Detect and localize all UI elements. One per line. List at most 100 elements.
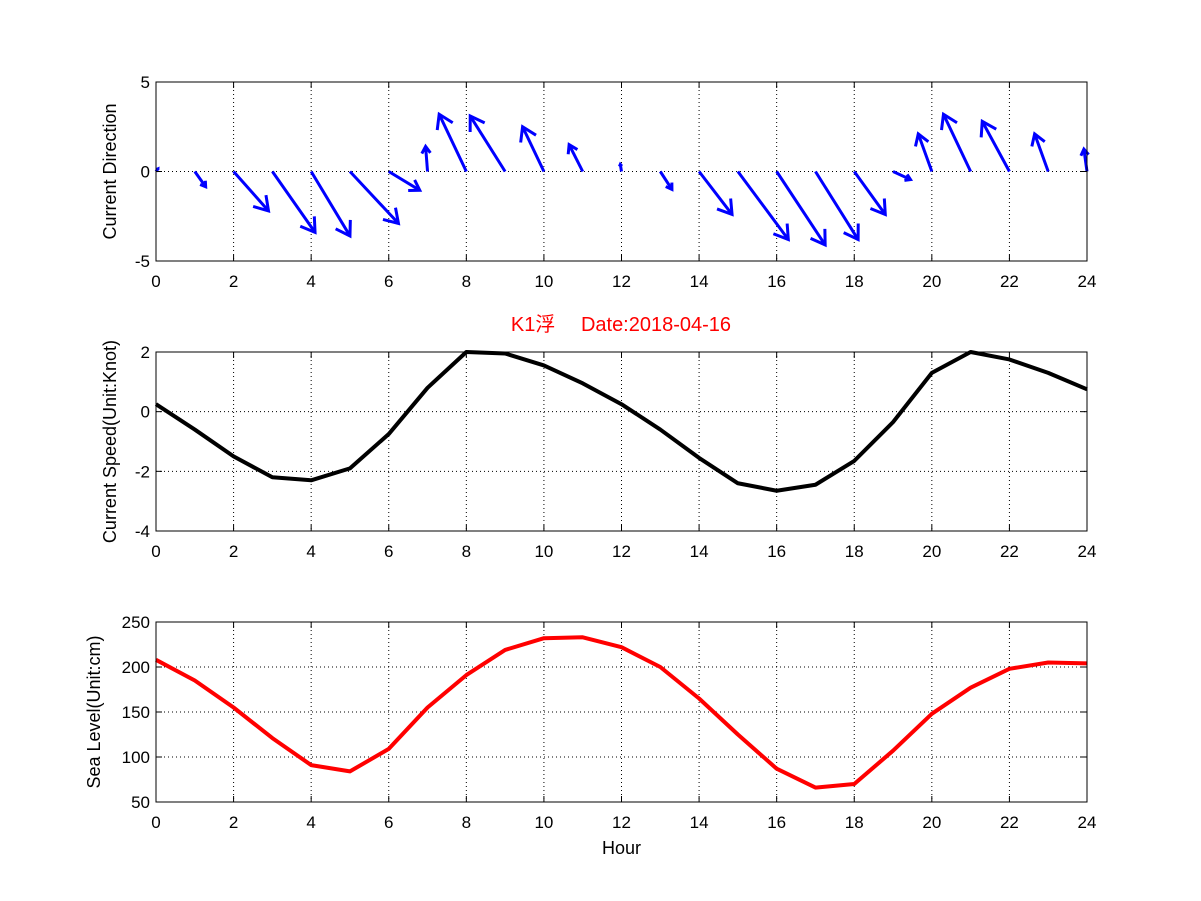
current-arrow xyxy=(853,170,887,217)
arrow-head xyxy=(1030,131,1046,147)
arrow-head xyxy=(468,113,486,133)
x-tick-label: 18 xyxy=(845,813,864,832)
y-tick-label: -5 xyxy=(135,252,150,271)
x-tick-label: 24 xyxy=(1078,813,1097,832)
series-line xyxy=(154,350,1088,493)
x-tick-label: 16 xyxy=(767,542,786,561)
x-tick-label: 6 xyxy=(384,272,393,291)
arrow-shaft xyxy=(1033,133,1050,173)
y-tick-label: -2 xyxy=(135,462,150,481)
current-arrow xyxy=(566,142,585,173)
y-tick-label: 5 xyxy=(141,73,150,92)
x-tick-label: 14 xyxy=(690,542,709,561)
x-tick-label: 0 xyxy=(151,272,160,291)
arrow-head xyxy=(716,198,734,217)
arrow-head xyxy=(914,131,930,147)
current-arrow xyxy=(914,131,934,173)
x-tick-label: 10 xyxy=(534,542,553,561)
arrow-head xyxy=(566,142,579,155)
x-tick-label: 22 xyxy=(1000,813,1019,832)
x-tick-label: 18 xyxy=(845,272,864,291)
arrow-head xyxy=(382,207,401,226)
arrow-head xyxy=(420,143,432,155)
x-tick-label: 12 xyxy=(612,272,631,291)
series-line xyxy=(155,635,1088,790)
x-tick-label: 8 xyxy=(462,272,471,291)
arrow-shaft xyxy=(232,170,270,212)
current-arrow xyxy=(193,170,208,189)
x-tick-label: 22 xyxy=(1000,542,1019,561)
x-tick-label: 4 xyxy=(306,542,315,561)
y-tick-label: 50 xyxy=(131,793,150,812)
x-tick-label: 12 xyxy=(612,813,631,832)
y-tick-label: 150 xyxy=(122,703,150,722)
arrow-shaft xyxy=(853,170,887,216)
arrow-head xyxy=(435,111,454,131)
x-tick-label: 20 xyxy=(922,813,941,832)
arrow-head xyxy=(809,228,827,248)
arrow-shaft xyxy=(814,170,860,241)
x-tick-label: 2 xyxy=(229,272,238,291)
arrow-shaft xyxy=(271,170,317,234)
current-arrow xyxy=(519,124,546,173)
arrow-shaft xyxy=(697,170,734,216)
arrow-head xyxy=(665,182,674,192)
arrow-head xyxy=(940,111,958,131)
arrow-head xyxy=(618,161,623,168)
arrow-shaft xyxy=(468,115,507,173)
current-arrow xyxy=(1030,131,1050,173)
x-tick-label: 6 xyxy=(384,813,393,832)
current-arrow xyxy=(814,170,860,242)
x-tick-label: 8 xyxy=(462,542,471,561)
arrow-head xyxy=(408,179,423,193)
x-tick-label: 8 xyxy=(462,813,471,832)
current-arrow xyxy=(309,170,352,239)
arrow-shaft xyxy=(424,146,430,172)
current-arrow xyxy=(979,118,1011,173)
x-tick-label: 6 xyxy=(384,542,393,561)
current-arrow xyxy=(659,170,674,192)
x-tick-label: 4 xyxy=(306,813,315,832)
current-arrow xyxy=(697,170,734,217)
x-tick-label: 4 xyxy=(306,272,315,291)
arrow-head xyxy=(869,198,887,217)
x-tick-label: 0 xyxy=(151,813,160,832)
x-tick-label: 0 xyxy=(151,542,160,561)
current-arrow xyxy=(892,170,914,182)
arrow-shaft xyxy=(980,120,1011,173)
figure-title: K1浮 Date:2018-04-16 xyxy=(511,313,731,336)
x-tick-label: 2 xyxy=(229,542,238,561)
current-arrow xyxy=(232,170,271,213)
arrow-shaft xyxy=(387,170,421,192)
x-tick-label: 20 xyxy=(922,272,941,291)
current-arrow xyxy=(940,111,972,173)
current-arrow xyxy=(736,170,790,242)
arrow-shaft xyxy=(775,170,827,246)
y-tick-label: 100 xyxy=(122,748,150,767)
current-arrow xyxy=(420,143,432,172)
arrow-shaft xyxy=(348,170,400,225)
arrow-head xyxy=(519,124,537,143)
x-tick-label: 2 xyxy=(229,813,238,832)
arrow-head xyxy=(156,166,160,171)
y-tick-label: 0 xyxy=(141,403,150,422)
y-tick-label: -4 xyxy=(135,522,150,541)
arrow-shaft xyxy=(916,133,934,173)
x-axis-label: Hour xyxy=(602,838,641,858)
arrow-shaft xyxy=(942,113,972,173)
y-tick-label: 200 xyxy=(122,658,150,677)
current-arrow xyxy=(435,111,468,173)
x-tick-label: 14 xyxy=(690,272,709,291)
x-tick-label: 12 xyxy=(612,542,631,561)
current-arrow xyxy=(348,170,401,226)
y-tick-label: 2 xyxy=(141,343,150,362)
x-tick-label: 14 xyxy=(690,813,709,832)
x-tick-label: 20 xyxy=(922,542,941,561)
x-tick-label: 16 xyxy=(767,813,786,832)
arrow-head xyxy=(199,180,208,189)
y-axis-label: Sea Level(Unit:cm) xyxy=(84,635,104,788)
